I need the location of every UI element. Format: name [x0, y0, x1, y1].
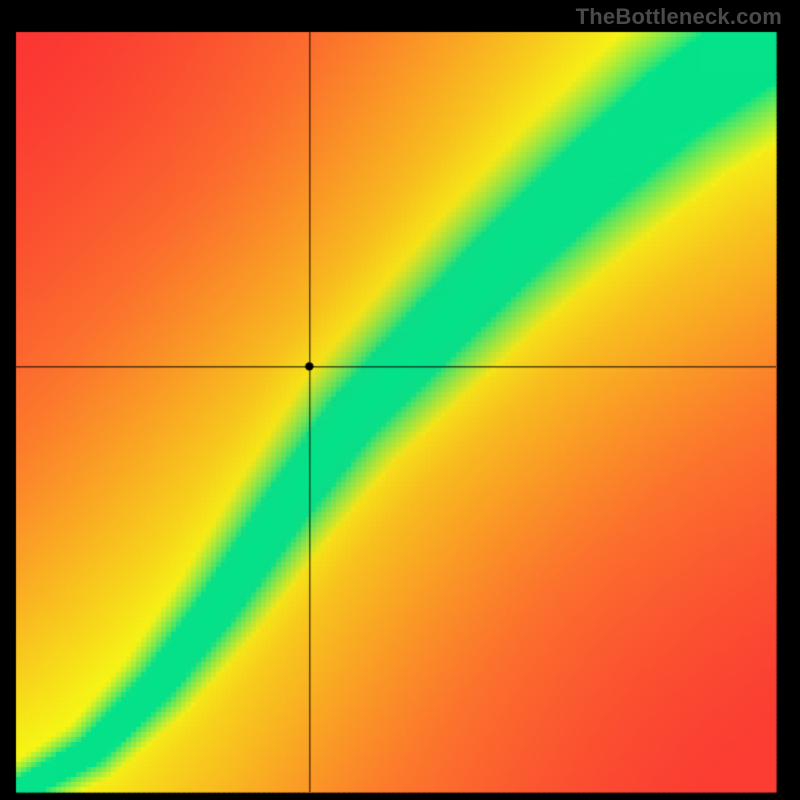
- chart-container: TheBottleneck.com: [0, 0, 800, 800]
- attribution-text: TheBottleneck.com: [576, 4, 782, 30]
- crosshair-overlay-canvas: [0, 0, 800, 800]
